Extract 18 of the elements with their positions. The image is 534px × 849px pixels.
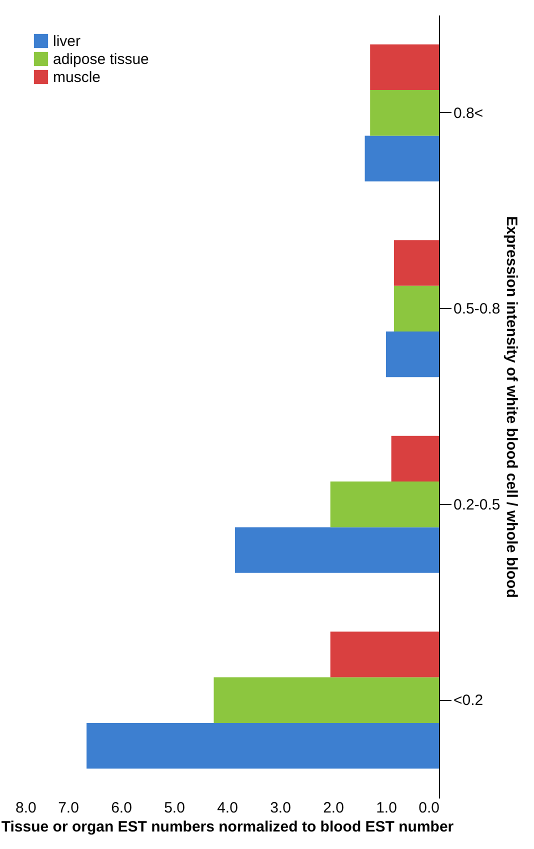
y-tick-label: 0.5-0.8 [454, 300, 500, 318]
y-axis-title: Expression intensity of white blood cell / whole blood [503, 216, 520, 598]
x-tick-label: 1.0 [376, 800, 397, 816]
x-tick-label: 5.0 [164, 800, 185, 816]
x-tick-label: 0.0 [418, 800, 440, 816]
x-tick-label: 8.0 [16, 800, 36, 816]
legend-label: liver [53, 33, 81, 50]
x-axis-title: Tissue or organ EST numbers normalized to blood EST number [1, 818, 454, 836]
x-tick-label: 7.0 [58, 800, 79, 816]
legend-label: adipose tissue [53, 51, 149, 68]
y-tick-label: 0.8< [454, 104, 484, 122]
x-tick-label: 3.0 [270, 800, 291, 816]
y-tick-label: 0.2-0.5 [454, 496, 500, 514]
x-tick-label: 2.0 [323, 800, 344, 816]
x-tick-label: 6.0 [111, 800, 132, 816]
legend-label: muscle [53, 69, 101, 86]
y-tick-label: <0.2 [454, 692, 484, 710]
x-tick-label: 4.0 [217, 800, 238, 816]
